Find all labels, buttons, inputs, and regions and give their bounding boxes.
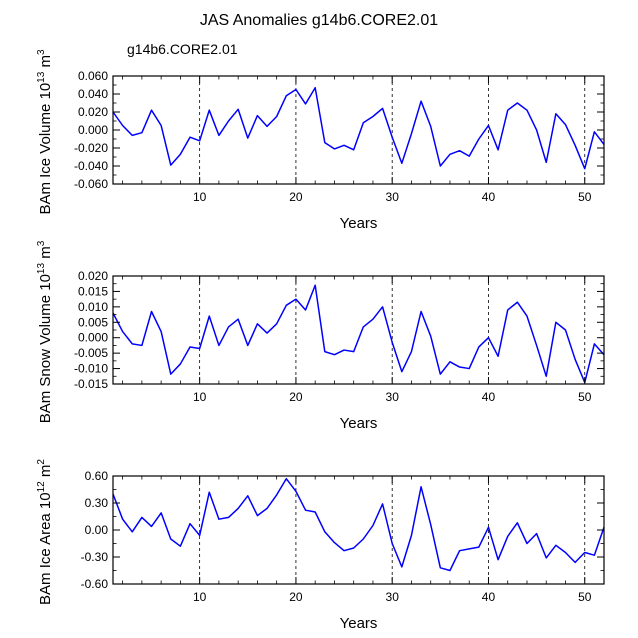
x-tick-label: 10 xyxy=(193,390,207,404)
plot-frame xyxy=(112,75,605,185)
y-tick-label: 0.060 xyxy=(78,69,108,83)
x-tick-label: 10 xyxy=(193,590,207,604)
x-tick-label: 10 xyxy=(193,190,207,204)
y-axis-unit: m xyxy=(37,465,54,482)
y-axis-unit-exponent: 13 xyxy=(36,262,47,274)
y-tick-label: -0.60 xyxy=(81,577,109,591)
x-tick-label: 30 xyxy=(386,590,400,604)
x-tick-label: 50 xyxy=(578,190,592,204)
x-axis-title: Years xyxy=(340,215,378,232)
y-tick-label: 0.040 xyxy=(78,87,108,101)
y-tick-label: 0.000 xyxy=(78,331,108,345)
y-tick-label: 0.010 xyxy=(78,300,108,314)
y-tick-label: 0.015 xyxy=(78,284,108,298)
y-axis-title: BAm Ice Area 1012 m2 xyxy=(36,459,54,605)
y-tick-label: -0.30 xyxy=(81,550,109,564)
chart-title: JAS Anomalies g14b6.CORE2.01 xyxy=(200,12,438,29)
panel-3: 10 20 30 40 50 -0.60 -0.30 0.00 0.30 0.60 Years BAm… xyxy=(36,459,605,632)
x-tick-label: 40 xyxy=(482,590,496,604)
y-axis-unit-exponent: 12 xyxy=(36,481,47,493)
x-axis-title: Years xyxy=(340,415,378,432)
y-tick-label: 0.020 xyxy=(78,105,108,119)
y-tick-label: 0.30 xyxy=(85,496,109,510)
series-line xyxy=(112,284,605,384)
x-tick-label: 20 xyxy=(289,390,303,404)
x-axis-title: Years xyxy=(340,615,378,632)
y-axis-label-text: BAm Ice Area 10 xyxy=(37,492,54,605)
panel-2: 10 20 30 40 50-0.015-0.010-0.0050.0000.0050.… xyxy=(36,240,605,432)
y-tick-label: -0.010 xyxy=(74,362,108,376)
x-tick-label: 30 xyxy=(386,190,400,204)
series-line xyxy=(112,477,605,572)
y-tick-label: 0.60 xyxy=(85,469,109,483)
y-axis-unit-exponent: 2 xyxy=(36,459,47,465)
y-axis-unit: m xyxy=(37,55,54,72)
y-axis-label-text: BAm Ice Volume 10 xyxy=(37,83,54,215)
panels: 10 20 30 40 50-0.060-0.040-0.0200.0000.0200.… xyxy=(36,49,605,632)
y-axis-unit-exponent: 13 xyxy=(36,71,47,83)
panel-1: 10 20 30 40 50 -0.060 -0.040 -0.020 0.000 0.020 0.… xyxy=(36,49,605,232)
x-tick-label: 20 xyxy=(289,590,303,604)
x-tick-label: 40 xyxy=(482,190,496,204)
y-axis-unit-exponent: 3 xyxy=(36,240,47,246)
x-tick-label: 40 xyxy=(482,390,496,404)
series-line xyxy=(112,86,605,170)
y-axis-title: BAm Snow Volume 1013 m3 xyxy=(36,240,54,423)
x-tick-label: 50 xyxy=(578,590,592,604)
y-tick-label: 0.00 xyxy=(85,523,109,537)
y-axis-label-text: BAm Snow Volume 10 xyxy=(37,274,54,423)
y-tick-label: -0.015 xyxy=(74,377,108,391)
y-tick-label: -0.060 xyxy=(74,177,108,191)
y-axis-unit: m xyxy=(37,246,54,263)
y-tick-label: -0.005 xyxy=(74,346,108,360)
y-axis-title: BAm Ice Volume 1013 m3 xyxy=(36,49,54,215)
x-tick-label: 50 xyxy=(578,390,592,404)
y-tick-label: 0.005 xyxy=(78,315,108,329)
plot-frame xyxy=(112,275,605,385)
x-tick-label: 30 xyxy=(386,390,400,404)
legend-label: g14b6.CORE2.01 xyxy=(127,41,238,57)
y-tick-label: -0.020 xyxy=(74,141,108,155)
y-tick-label: -0.040 xyxy=(74,159,108,173)
y-tick-label: 0.020 xyxy=(78,269,108,283)
x-tick-label: 20 xyxy=(289,190,303,204)
y-tick-label: 0.000 xyxy=(78,123,108,137)
y-axis-unit-exponent: 3 xyxy=(36,49,47,55)
